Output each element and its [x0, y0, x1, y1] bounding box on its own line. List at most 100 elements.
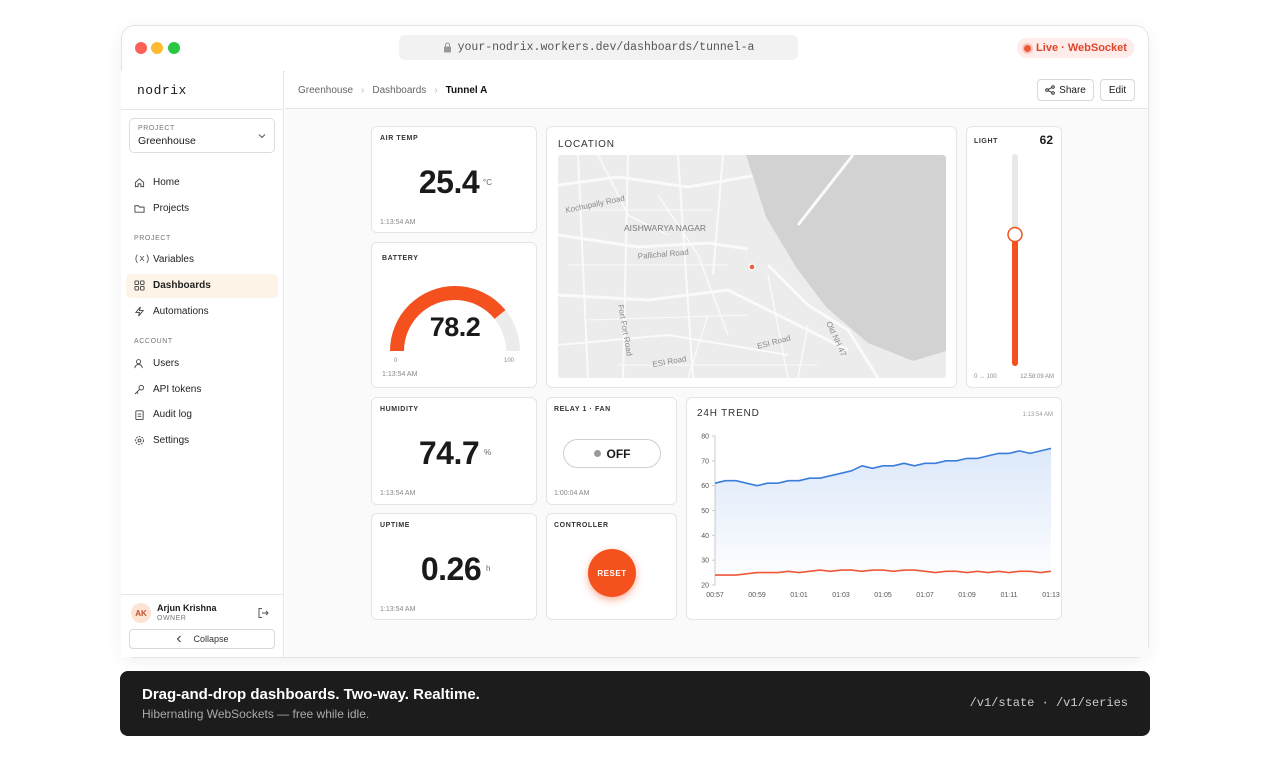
live-dot	[1024, 44, 1032, 52]
air-temp-card: AIR TEMP 25.4 °C 1:13:54 AM	[371, 126, 537, 233]
collapse-button[interactable]: Collapse	[129, 629, 275, 649]
light-value: 62	[1039, 133, 1053, 147]
light-card: LIGHT 62 0 → 100 12:58:09 AM	[966, 126, 1062, 388]
line-series	[715, 569, 1052, 576]
share-icon	[1045, 85, 1055, 95]
nav-item[interactable]: Automations	[153, 306, 209, 317]
nav-item[interactable]: Users	[153, 358, 180, 369]
toggle-dot	[593, 450, 601, 457]
edit-button[interactable]: Edit	[1100, 79, 1135, 101]
card-time: 1:13:54 AM	[380, 490, 416, 497]
map-streets	[558, 155, 880, 378]
map[interactable]: Kochupally Road AISHWARYA NAGAR Pallicha…	[558, 155, 946, 378]
breadcrumbs: Greenhouse › Dashboards › Tunnel A	[298, 85, 487, 96]
line-series	[714, 447, 1052, 487]
line-chart: 24H TREND 1:13:54 AM 20 30 40 50 60 70 80 00:57…	[697, 408, 1060, 599]
y-tick-label: 80	[701, 434, 709, 441]
trend-card: 24H TREND 1:13:54 AM 20 30 40 50 60 70 80 00:57…	[686, 397, 1062, 620]
map-label: Pallichal Road	[637, 248, 689, 261]
project-select[interactable]: PROJECT Greenhouse	[129, 118, 275, 153]
edit-label: Edit	[1108, 84, 1127, 96]
collapse-label: Collapse	[193, 634, 229, 644]
breadcrumb-current: Tunnel A	[445, 85, 488, 96]
home-icon	[134, 178, 145, 188]
card-time: 1:13:54 AM	[382, 371, 418, 378]
gauge-fill	[390, 286, 520, 352]
card-time: 1:13:54 AM	[380, 219, 416, 226]
nav-item[interactable]: Settings	[153, 435, 190, 446]
x-tick-label: 00:59	[748, 592, 766, 599]
live-badge: Live · WebSocket	[1017, 38, 1134, 58]
chart-title: 24H TREND	[697, 408, 760, 419]
footer-banner: Drag-and-drop dashboards. Two-way. Realt…	[120, 671, 1150, 736]
gauge	[390, 286, 520, 352]
slider[interactable]	[967, 127, 1063, 389]
gauge-value: 78.2	[429, 312, 481, 342]
x-tick-label: 01:07	[916, 592, 934, 599]
active-nav-bg	[126, 274, 278, 298]
y-tick-label: 20	[701, 583, 709, 590]
project-name: Greenhouse	[138, 135, 196, 147]
close-dot[interactable]	[135, 42, 147, 54]
live-text: Live · WebSocket	[1036, 42, 1127, 54]
map-water	[746, 155, 946, 361]
nav-item[interactable]: Audit log	[153, 409, 192, 420]
nav-item[interactable]: API tokens	[153, 384, 202, 395]
logo[interactable]: nodrix	[137, 83, 187, 98]
map-pin[interactable]	[748, 263, 756, 271]
zoom-dot[interactable]	[168, 42, 180, 54]
x-tick-label: 01:05	[874, 592, 892, 599]
url-text: your-nodrix.workers.dev/dashboards/tunne…	[457, 41, 755, 54]
main-header	[285, 71, 1148, 109]
breadcrumb[interactable]: Dashboards	[372, 85, 427, 96]
card-title: AIR TEMP	[380, 135, 419, 142]
toggle-state: OFF	[606, 446, 631, 461]
minimize-dot[interactable]	[151, 42, 163, 54]
card-title: LOCATION	[558, 139, 615, 150]
users-icon	[134, 359, 143, 369]
nav-item[interactable]: Projects	[153, 203, 190, 214]
x-tick-label: 01:09	[958, 592, 976, 599]
card-title: BATTERY	[382, 255, 419, 262]
toggle[interactable]: OFF	[563, 439, 661, 468]
range-label: 0 → 100	[974, 374, 997, 380]
y-tick-label: 40	[701, 533, 709, 540]
footer-endpoints: /v1/state · /v1/series	[969, 696, 1128, 710]
card-title: CONTROLLER	[554, 522, 609, 529]
humidity-card: HUMIDITY 74.7 % 1:13:54 AM	[371, 397, 537, 505]
y-tick-label: 60	[701, 483, 709, 490]
share-button[interactable]: Share	[1037, 79, 1094, 101]
map-label: AISHWARYA NAGAR	[624, 223, 706, 233]
user-name: Arjun Krishna	[157, 603, 217, 613]
x-tick-label: 01:03	[832, 592, 850, 599]
area-fill	[715, 448, 1051, 585]
variables-icon: (x)	[134, 254, 151, 264]
gear-icon	[135, 436, 144, 445]
chart-annotation: 1:13:54 AM	[1023, 412, 1053, 418]
separator: ›	[361, 85, 365, 96]
x-tick-label: 01:01	[790, 592, 808, 599]
gauge-min: 0	[394, 358, 398, 364]
reset-button[interactable]: RESET	[588, 549, 636, 597]
breadcrumb[interactable]: Greenhouse	[298, 85, 354, 96]
grid-icon	[134, 280, 145, 291]
card-title: UPTIME	[380, 522, 411, 529]
map-road	[796, 155, 855, 226]
gauge-max: 100	[504, 358, 515, 364]
card-unit: h	[486, 564, 491, 573]
nav-item[interactable]: Home	[153, 177, 180, 188]
card-value: 25.4	[418, 164, 480, 200]
nav-item[interactable]: Variables	[153, 254, 194, 265]
logout-icon[interactable]	[257, 607, 269, 619]
url-bar[interactable]: your-nodrix.workers.dev/dashboards/tunne…	[399, 35, 798, 60]
card-title: RELAY 1 · FAN	[554, 406, 611, 413]
card-value: 74.7	[418, 435, 480, 471]
battery-card: BATTERY 78.2 0 100 1:13:54 AM	[371, 242, 537, 388]
section-title: ACCOUNT	[134, 338, 173, 345]
card-value: 0.26	[420, 551, 482, 587]
slider-knob	[1007, 226, 1023, 243]
nav-item-active[interactable]: Dashboards	[153, 280, 211, 291]
bolt-icon	[134, 306, 145, 317]
divider	[121, 594, 284, 595]
